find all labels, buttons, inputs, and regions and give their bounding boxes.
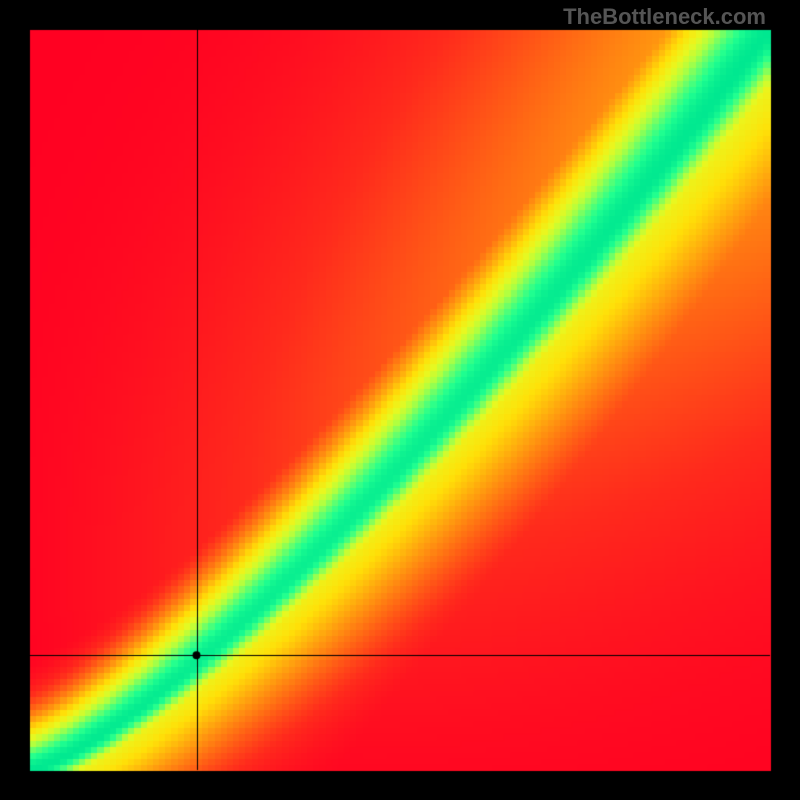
- watermark-label: TheBottleneck.com: [563, 4, 766, 30]
- chart-container: TheBottleneck.com: [0, 0, 800, 800]
- bottleneck-heatmap: [0, 0, 800, 800]
